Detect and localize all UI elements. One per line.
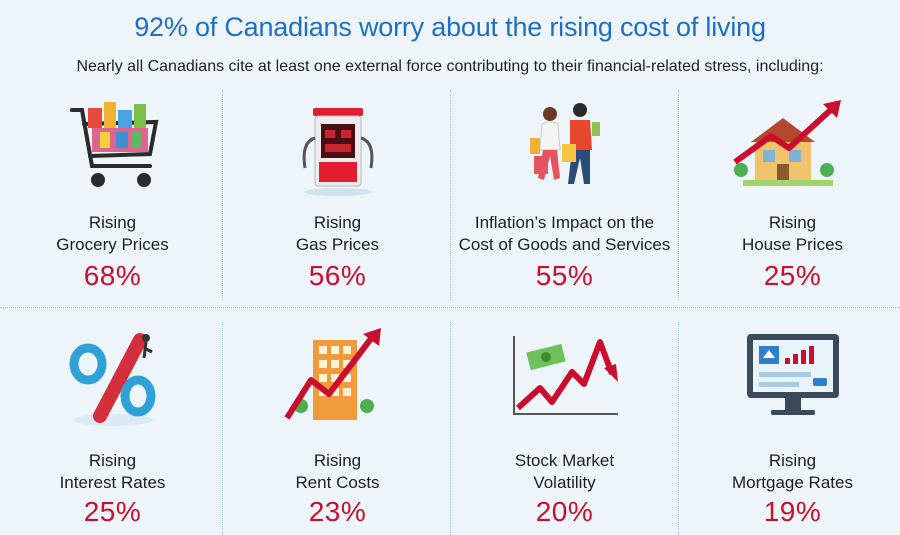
page-title: 92% of Canadians worry about the rising … [134,12,766,42]
factor-label-line1: Rising [88,213,137,232]
divider [678,322,679,535]
factor-stock-market: Stock Market Volatility 20% [452,322,677,535]
divider [450,322,451,535]
mortgage-monitor-icon [680,328,900,438]
factor-label-line1: Rising [88,451,137,470]
factor-mortgage: Rising Mortgage Rates 19% [680,322,900,535]
gas-pump-icon [225,98,450,208]
stress-factors-grid: Rising Grocery Prices 68% Rising Gas Pri… [0,90,900,535]
factor-label-line2: Rent Costs [295,473,380,492]
house-rising-icon [680,98,900,208]
factor-label-line2: Gas Prices [295,235,380,254]
factor-percent: 68% [83,260,142,291]
factor-grocery: Rising Grocery Prices 68% [0,90,225,300]
stock-volatility-icon [452,328,677,438]
factor-label-line1: Inflation’s Impact on the [474,213,655,232]
percent-icon [0,328,225,438]
divider [222,90,223,300]
building-rising-icon [225,328,450,438]
shopping-cart-icon [0,98,225,208]
factor-label-line1: Rising [313,451,362,470]
factor-label-line1: Rising [768,451,817,470]
factor-percent: 55% [535,260,594,291]
factor-interest-rates: Rising Interest Rates 25% [0,322,225,535]
factor-label-line2: Mortgage Rates [732,473,853,492]
factor-label-line1: Rising [313,213,362,232]
factor-inflation: Inflation’s Impact on the Cost of Goods … [452,90,677,300]
divider [450,90,451,300]
factor-label-line2: Interest Rates [59,473,166,492]
factor-label-line2: House Prices [741,235,844,254]
factor-label-line2: Volatility [533,473,596,492]
factor-house-prices: Rising House Prices 25% [680,90,900,300]
page-subtitle: Nearly all Canadians cite at least one e… [76,58,824,75]
factor-label-line1: Rising [768,213,817,232]
factor-percent: 25% [763,260,822,291]
factor-percent: 19% [763,496,822,527]
factor-label-line2: Grocery Prices [56,235,169,254]
factor-label-line2: Cost of Goods and Services [458,235,671,254]
factor-percent: 25% [83,496,142,527]
factor-gas: Rising Gas Prices 56% [225,90,450,300]
factor-rent: Rising Rent Costs 23% [225,322,450,535]
factor-percent: 23% [308,496,367,527]
divider [222,322,223,535]
divider [0,307,900,308]
shoppers-icon [452,98,677,208]
divider [678,90,679,300]
factor-percent: 20% [535,496,594,527]
factor-label-line1: Stock Market [514,451,615,470]
factor-percent: 56% [308,260,367,291]
